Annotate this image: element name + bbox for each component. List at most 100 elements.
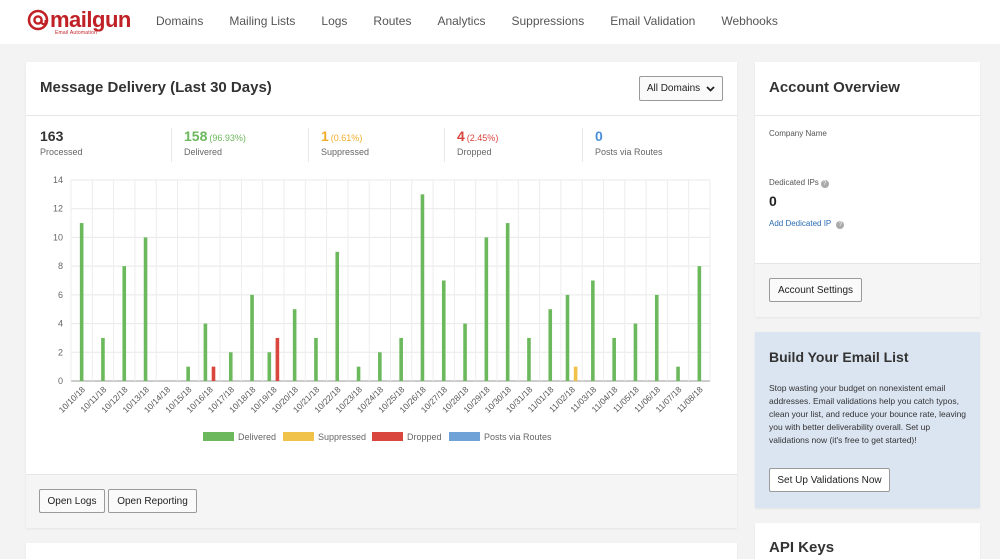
open-logs-button[interactable]: Open Logs xyxy=(39,489,105,513)
nav-logs[interactable]: Logs xyxy=(321,14,348,28)
build-email-list-text: Stop wasting your budget on nonexistent … xyxy=(769,383,967,445)
bar-delivered xyxy=(101,337,105,381)
bar-delivered xyxy=(267,352,272,381)
y-tick-label: 12 xyxy=(53,204,63,214)
nav-mailing-lists[interactable]: Mailing Lists xyxy=(229,14,296,28)
stat-suppressed-value: 1 (0.61%) xyxy=(321,128,363,144)
legend-label: Suppressed xyxy=(318,432,366,442)
company-name-label: Company Name xyxy=(769,129,827,138)
bar-delivered xyxy=(335,251,340,381)
api-keys-title: API Keys xyxy=(769,539,835,556)
bar-delivered xyxy=(79,223,84,381)
legend-swatch xyxy=(283,432,314,441)
stat-processed-label: Processed xyxy=(40,147,83,157)
nav-analytics[interactable]: Analytics xyxy=(437,14,486,28)
help-icon[interactable]: ? xyxy=(820,180,829,188)
bar-delivered xyxy=(399,337,403,381)
bar-delivered xyxy=(250,294,254,381)
bar-delivered xyxy=(505,223,510,381)
domain-select-value: All Domains xyxy=(646,83,701,94)
bar-delivered xyxy=(633,323,638,381)
account-overview-panel: Account Overview Company Name Dedicated … xyxy=(755,62,980,317)
bar-delivered xyxy=(292,309,297,381)
account-overview-footer: Account Settings xyxy=(755,263,980,317)
bar-delivered xyxy=(484,237,489,381)
add-dedicated-ip-link[interactable]: Add Dedicated IP? xyxy=(769,219,845,229)
legend-swatch xyxy=(203,432,234,441)
bar-delivered xyxy=(420,194,425,381)
bar-delivered xyxy=(527,337,531,381)
bar-delivered xyxy=(654,294,659,381)
bar-delivered xyxy=(203,323,208,381)
bar-delivered xyxy=(143,237,148,381)
main-nav: Domains Mailing Lists Logs Routes Analyt… xyxy=(156,14,804,28)
bar-delivered xyxy=(378,352,382,381)
stat-delivered-label: Delivered xyxy=(184,147,223,157)
domain-select[interactable]: All Domains xyxy=(639,76,723,101)
logo-wordmark: mailgun xyxy=(50,7,131,32)
nav-routes[interactable]: Routes xyxy=(373,14,412,28)
bar-delivered xyxy=(122,266,127,381)
account-overview-header: Account Overview xyxy=(755,62,980,116)
bar-dropped xyxy=(275,337,280,381)
mailgun-logo[interactable]: mailgun Email Automation xyxy=(27,9,131,39)
bar-delivered xyxy=(697,266,702,381)
stat-processed: 163 Processed xyxy=(28,128,171,162)
bar-delivered xyxy=(356,366,361,381)
y-tick-label: 10 xyxy=(53,232,63,242)
dedicated-ips-value: 0 xyxy=(769,193,777,209)
bar-delivered xyxy=(463,323,467,381)
bar-delivered xyxy=(565,294,570,381)
bar-delivered xyxy=(676,366,680,381)
message-delivery-panel: Message Delivery (Last 30 Days) All Doma… xyxy=(26,62,737,528)
delivery-stats: 163 Processed 158 (96.93%) Delivered 1 (0.… xyxy=(26,124,737,164)
bar-dropped xyxy=(211,366,216,381)
bar-delivered xyxy=(186,366,190,381)
legend-label: Delivered xyxy=(238,432,276,442)
stat-suppressed: 1 (0.61%) Suppressed xyxy=(308,128,444,162)
y-tick-label: 14 xyxy=(53,175,63,185)
api-keys-panel: API Keys xyxy=(755,523,980,559)
bar-delivered xyxy=(314,337,318,381)
legend-swatch xyxy=(372,432,403,441)
top-navbar: mailgun Email Automation Domains Mailing… xyxy=(0,0,1000,44)
y-tick-label: 8 xyxy=(58,261,63,271)
stat-posts-value: 0 xyxy=(595,128,603,144)
lower-panel xyxy=(26,543,737,559)
stat-dropped-label: Dropped xyxy=(457,147,492,157)
y-tick-label: 0 xyxy=(58,376,63,386)
stat-processed-value: 163 xyxy=(40,128,64,144)
y-tick-label: 2 xyxy=(58,347,63,357)
stat-delivered-value: 158 (96.93%) xyxy=(184,128,246,144)
dedicated-ips-label: Dedicated IPs? xyxy=(769,178,829,188)
logo-at-icon xyxy=(27,9,49,31)
nav-domains[interactable]: Domains xyxy=(156,14,204,28)
nav-webhooks[interactable]: Webhooks xyxy=(721,14,778,28)
account-settings-button[interactable]: Account Settings xyxy=(769,278,862,302)
chevron-down-icon xyxy=(706,84,715,94)
stat-suppressed-label: Suppressed xyxy=(321,147,370,157)
stat-posts-label: Posts via Routes xyxy=(595,147,663,157)
bar-delivered xyxy=(548,309,553,381)
message-delivery-title: Message Delivery (Last 30 Days) xyxy=(40,79,272,96)
delivery-chart: 0 2 4 6 8 10 12 14 10/10/18 10/11/18 10/12/18 10/13… xyxy=(26,170,737,460)
message-delivery-footer: Open Logs Open Reporting xyxy=(26,474,737,528)
legend-label: Posts via Routes xyxy=(484,432,552,442)
build-email-list-title: Build Your Email List xyxy=(769,349,909,365)
bar-delivered xyxy=(441,280,446,381)
stat-delivered: 158 (96.93%) Delivered xyxy=(171,128,308,162)
bar-delivered xyxy=(591,280,595,381)
nav-suppressions[interactable]: Suppressions xyxy=(511,14,585,28)
nav-email-validation[interactable]: Email Validation xyxy=(610,14,696,28)
open-reporting-button[interactable]: Open Reporting xyxy=(108,489,197,513)
stat-dropped-value: 4 (2.45%) xyxy=(457,128,499,144)
y-tick-label: 4 xyxy=(58,319,63,329)
y-tick-label: 6 xyxy=(58,290,63,300)
bar-suppressed xyxy=(573,366,578,381)
logo-tagline: Email Automation xyxy=(55,30,98,36)
message-delivery-header: Message Delivery (Last 30 Days) All Doma… xyxy=(26,62,737,116)
bar-delivered xyxy=(228,352,233,381)
help-icon[interactable]: ? xyxy=(836,221,845,229)
set-up-validations-button[interactable]: Set Up Validations Now xyxy=(769,468,890,492)
build-email-list-panel: Build Your Email List Stop wasting your … xyxy=(755,332,980,508)
